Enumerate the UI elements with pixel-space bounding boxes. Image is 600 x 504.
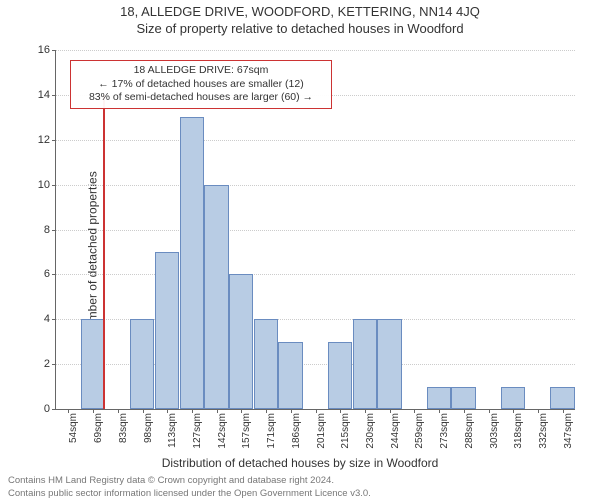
footer-line1: Contains HM Land Registry data © Crown c… xyxy=(8,475,371,487)
xtick-label: 303sqm xyxy=(489,413,500,449)
xtick-label: 127sqm xyxy=(192,413,203,449)
xtick-label: 318sqm xyxy=(513,413,524,449)
histogram-bar xyxy=(130,319,154,409)
histogram-bar xyxy=(278,342,302,409)
xtick-label: 215sqm xyxy=(340,413,351,449)
ytick-label: 12 xyxy=(38,134,50,146)
xtick-label: 347sqm xyxy=(563,413,574,449)
xtick-label: 113sqm xyxy=(167,413,178,448)
histogram-bar xyxy=(550,387,574,409)
gridline xyxy=(56,230,575,231)
gridline xyxy=(56,274,575,275)
histogram-bar xyxy=(377,319,401,409)
xtick-label: 83sqm xyxy=(118,413,129,443)
ytick-label: 2 xyxy=(44,358,50,370)
histogram-bar xyxy=(328,342,352,409)
xtick-label: 273sqm xyxy=(439,413,450,449)
xtick-label: 201sqm xyxy=(316,413,327,449)
xtick-label: 332sqm xyxy=(538,413,549,449)
ytick-label: 8 xyxy=(44,224,50,236)
ytick-mark xyxy=(52,95,56,96)
histogram-bar xyxy=(353,319,377,409)
ytick-mark xyxy=(52,50,56,51)
histogram-bar xyxy=(155,252,179,409)
ytick-mark xyxy=(52,274,56,275)
xtick-label: 288sqm xyxy=(464,413,475,449)
annotation-box: 18 ALLEDGE DRIVE: 67sqm ← 17% of detache… xyxy=(70,60,332,109)
footer-line2: Contains public sector information licen… xyxy=(8,488,371,500)
x-axis-label: Distribution of detached houses by size … xyxy=(162,456,439,470)
footer-attribution: Contains HM Land Registry data © Crown c… xyxy=(8,475,371,500)
ytick-label: 16 xyxy=(38,44,50,56)
xtick-label: 69sqm xyxy=(93,413,104,443)
xtick-label: 98sqm xyxy=(143,413,154,443)
ytick-label: 14 xyxy=(38,89,50,101)
histogram-bar xyxy=(180,117,204,409)
ytick-label: 0 xyxy=(44,403,50,415)
xtick-label: 230sqm xyxy=(365,413,376,449)
chart-subtitle: Size of property relative to detached ho… xyxy=(0,21,600,36)
histogram-bar xyxy=(229,274,253,409)
chart-title: 18, ALLEDGE DRIVE, WOODFORD, KETTERING, … xyxy=(0,4,600,19)
ytick-mark xyxy=(52,364,56,365)
xtick-label: 54sqm xyxy=(68,413,79,443)
annotation-line2: ← 17% of detached houses are smaller (12… xyxy=(77,78,325,92)
histogram-bar xyxy=(81,319,105,409)
histogram-bar xyxy=(204,185,228,409)
histogram-bar xyxy=(254,319,278,409)
annotation-line1: 18 ALLEDGE DRIVE: 67sqm xyxy=(77,64,325,78)
histogram-bar xyxy=(451,387,475,409)
ytick-mark xyxy=(52,409,56,410)
xtick-label: 142sqm xyxy=(217,413,228,449)
xtick-label: 186sqm xyxy=(291,413,302,449)
ytick-mark xyxy=(52,319,56,320)
annotation-line3: 83% of semi-detached houses are larger (… xyxy=(77,91,325,105)
ytick-label: 10 xyxy=(38,179,50,191)
xtick-label: 157sqm xyxy=(241,413,252,449)
ytick-mark xyxy=(52,140,56,141)
histogram-bar xyxy=(427,387,451,409)
gridline xyxy=(56,185,575,186)
ytick-label: 4 xyxy=(44,313,50,325)
histogram-bar xyxy=(501,387,525,409)
gridline xyxy=(56,140,575,141)
property-marker-line xyxy=(103,95,105,409)
ytick-mark xyxy=(52,185,56,186)
xtick-label: 244sqm xyxy=(390,413,401,449)
xtick-label: 171sqm xyxy=(266,413,277,449)
ytick-label: 6 xyxy=(44,268,50,280)
ytick-mark xyxy=(52,230,56,231)
xtick-label: 259sqm xyxy=(414,413,425,449)
gridline xyxy=(56,50,575,51)
